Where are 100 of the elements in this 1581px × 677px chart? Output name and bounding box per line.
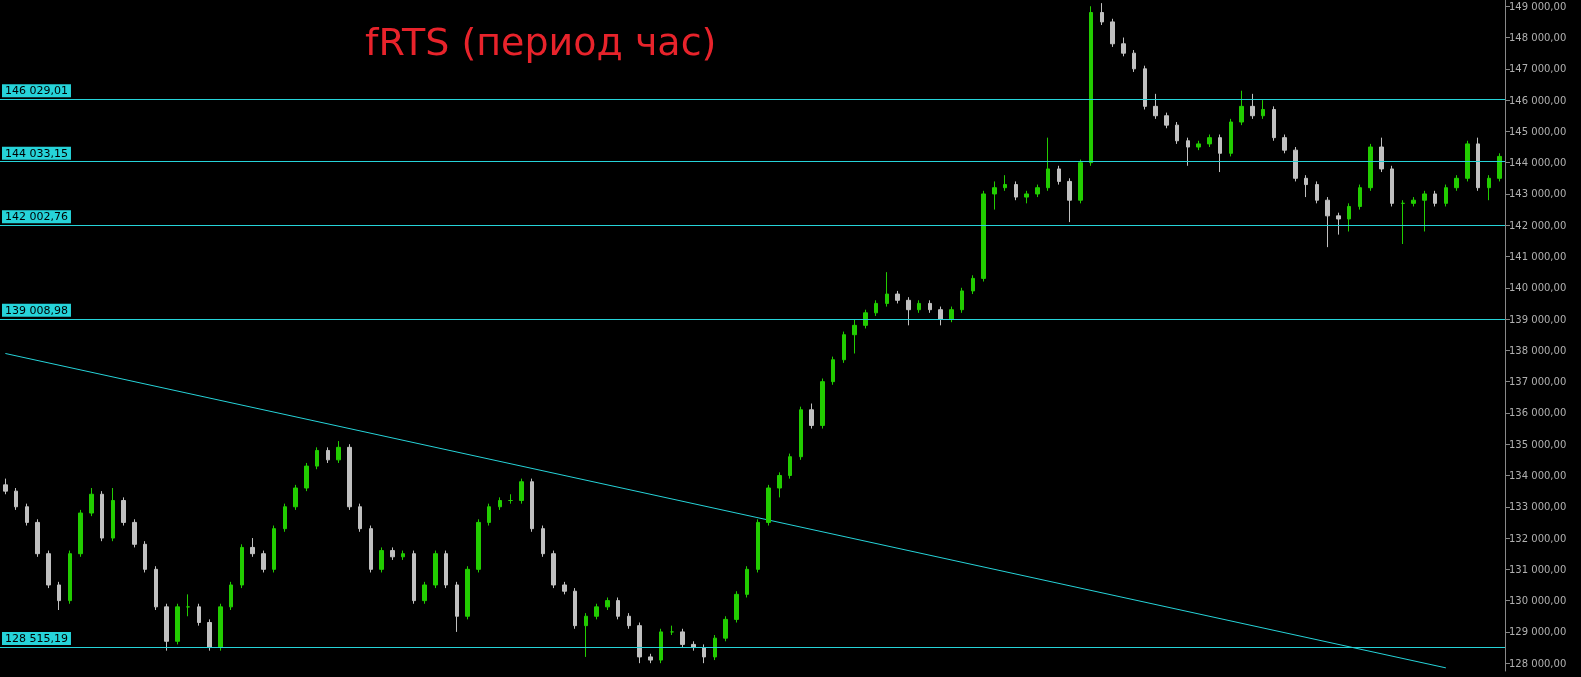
y-tick-label: 146 000,00: [1509, 94, 1567, 106]
ref-line-label: 142 002,76: [5, 210, 68, 224]
candlestick: [734, 590, 739, 624]
candlestick: [842, 331, 846, 364]
candlestick: [928, 299, 932, 314]
y-tick-label: 149 000,00: [1509, 0, 1567, 12]
ref-line-label: 146 029,01: [5, 84, 68, 98]
candlestick: [68, 550, 72, 605]
candlestick: [1379, 137, 1384, 173]
candlestick: [1196, 140, 1201, 151]
candlestick: [616, 596, 620, 620]
candlestick: [917, 299, 921, 314]
candlestick: [487, 503, 491, 527]
candlestick: [745, 565, 749, 598]
y-tick-label: 137 000,00: [1509, 376, 1567, 388]
candlestick: [455, 581, 459, 633]
candlestick: [702, 643, 706, 664]
candlestick: [1282, 134, 1287, 154]
candlestick: [895, 290, 900, 304]
candlestick: [433, 550, 438, 589]
candlestick: [390, 546, 395, 561]
y-tick-label: 140 000,00: [1509, 282, 1567, 294]
candlestick: [852, 318, 857, 354]
candlestick: [680, 628, 685, 649]
candlestick: [1110, 18, 1115, 48]
candlestick: [992, 180, 997, 211]
candlestick: [1422, 190, 1427, 232]
y-tick-label: 143 000,00: [1509, 188, 1567, 200]
candlestick: [831, 356, 835, 386]
candlestick: [229, 581, 233, 611]
candlestick: [1100, 2, 1104, 26]
candlestick: [197, 603, 201, 627]
candlestick: [938, 306, 943, 326]
candlestick: [906, 296, 911, 326]
candlestick: [293, 484, 298, 511]
candlestick: [1014, 180, 1018, 201]
candlestick: [1024, 190, 1029, 204]
candlestick: [627, 612, 631, 630]
candlestick: [1239, 90, 1244, 126]
candlestick: [1347, 202, 1351, 232]
candlestick: [78, 509, 83, 558]
candlestick: [186, 593, 190, 617]
ref-line-label: 139 008,98: [5, 303, 68, 317]
candlestick: [713, 634, 717, 661]
candlestick: [422, 581, 427, 605]
candlestick: [401, 550, 405, 561]
candlestick: [1089, 5, 1093, 167]
y-tick-label: 128 000,00: [1509, 657, 1567, 669]
candlestick: [519, 478, 524, 505]
candlestick: [573, 587, 577, 630]
y-tick-label: 132 000,00: [1509, 532, 1567, 544]
y-tick-label: 136 000,00: [1509, 407, 1567, 419]
y-tick-label: 135 000,00: [1509, 438, 1567, 450]
candlestick: [1497, 152, 1502, 182]
candlestick: [981, 190, 986, 283]
candlestick: [777, 471, 782, 498]
candlestick: [1035, 184, 1040, 198]
y-tick-label: 144 000,00: [1509, 157, 1567, 169]
candlestick: [530, 478, 534, 533]
candlestick: [218, 603, 223, 652]
candlestick: [369, 525, 373, 573]
y-tick-label: 130 000,00: [1509, 595, 1567, 607]
y-tick-label: 148 000,00: [1509, 32, 1567, 44]
candlestick: [25, 503, 29, 527]
candlestick: [121, 496, 126, 527]
candlestick: [584, 612, 588, 658]
candlestick: [261, 550, 266, 573]
candlestick: [240, 543, 244, 589]
candlestick: [637, 622, 642, 664]
candlestick: [1164, 112, 1169, 129]
candlestick: [1433, 190, 1437, 207]
candlestick: [1121, 37, 1126, 57]
candlestick: [562, 581, 567, 595]
candlestick: [207, 618, 212, 652]
candlestick: [111, 487, 115, 542]
candlestick: [347, 443, 352, 511]
candlestick: [1175, 121, 1179, 145]
candlestick: [1487, 174, 1491, 201]
candlestick: [1390, 165, 1394, 207]
candlestick: [605, 596, 610, 611]
y-tick-label: 134 000,00: [1509, 469, 1567, 481]
candlestick: [1067, 177, 1072, 223]
candlestick: [1368, 143, 1373, 192]
candlestick: [272, 525, 276, 573]
candlestick: [1207, 134, 1212, 148]
candlestick: [304, 462, 309, 492]
candlestick: [863, 309, 868, 329]
candlestick: [960, 287, 964, 314]
candlestick: [1476, 137, 1480, 192]
candlestick: [326, 446, 330, 464]
y-tick-label: 139 000,00: [1509, 313, 1567, 325]
candlestick: [1401, 199, 1405, 245]
candlestick: [35, 518, 40, 558]
candlestick: [594, 603, 599, 620]
text: fRTS (период час): [365, 20, 717, 64]
candlestick: [1325, 196, 1330, 248]
candlestick: [132, 518, 137, 548]
candlestick: [89, 487, 94, 517]
candlestick: [1304, 174, 1308, 198]
candlestick: [949, 306, 954, 323]
